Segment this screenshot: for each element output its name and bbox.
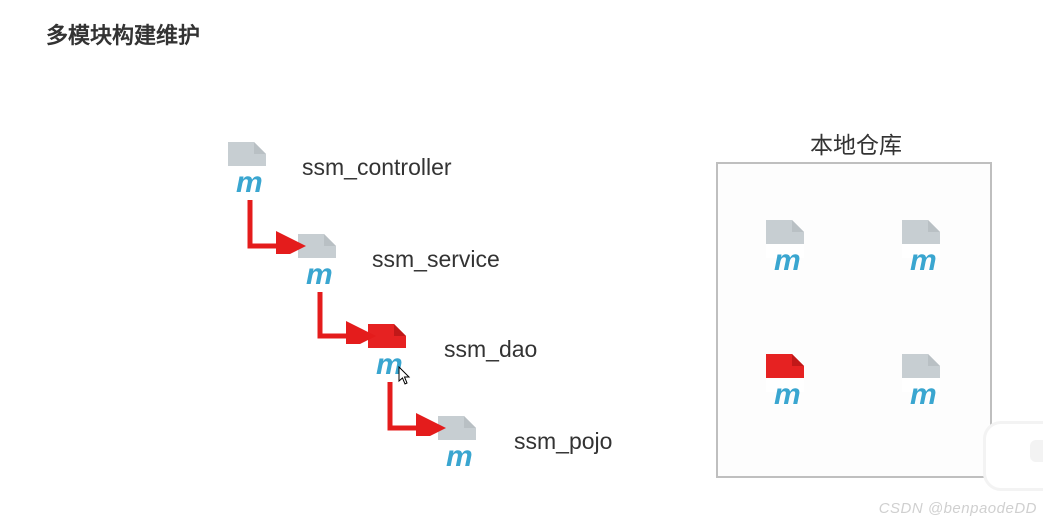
decorative-corner — [983, 421, 1043, 491]
maven-icon: m — [896, 218, 946, 276]
dependency-arrow — [246, 200, 306, 254]
module-label: ssm_dao — [444, 336, 537, 363]
watermark: CSDN @benpaodeDD — [879, 500, 1037, 517]
maven-icon: m — [222, 140, 272, 198]
svg-text:m: m — [446, 440, 473, 472]
svg-text:m: m — [236, 166, 263, 198]
svg-text:m: m — [306, 258, 333, 290]
svg-text:m: m — [774, 244, 801, 276]
repo-title: 本地仓库 — [810, 126, 902, 160]
page-title: 多模块构建维护 — [46, 18, 200, 50]
dependency-arrow — [316, 292, 376, 344]
repo-box — [716, 162, 992, 478]
maven-icon: m — [760, 218, 810, 276]
svg-text:m: m — [910, 378, 937, 410]
dependency-arrow — [386, 382, 446, 436]
module-label: ssm_pojo — [514, 428, 612, 455]
svg-text:m: m — [774, 378, 801, 410]
maven-icon: m — [760, 352, 810, 410]
module-label: ssm_controller — [302, 154, 452, 181]
module-label: ssm_service — [372, 246, 500, 273]
maven-icon: m — [896, 352, 946, 410]
cursor-icon — [398, 366, 412, 386]
svg-text:m: m — [910, 244, 937, 276]
